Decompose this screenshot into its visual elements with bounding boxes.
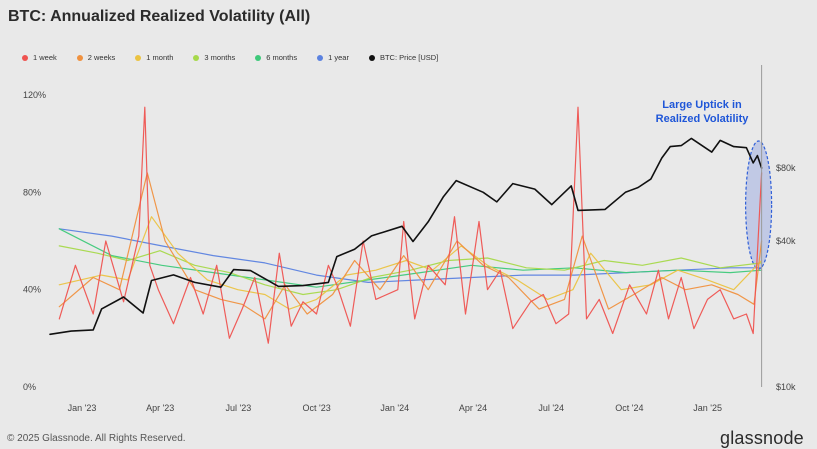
x-tick: Oct '23 [302, 403, 330, 413]
y-right-tick: $80k [776, 163, 796, 173]
legend-item-3[interactable]: 3 months [193, 53, 235, 62]
x-tick: Jul '23 [226, 403, 252, 413]
x-tick: Apr '23 [146, 403, 174, 413]
legend-item-2[interactable]: 1 month [135, 53, 173, 62]
x-tick: Apr '24 [459, 403, 487, 413]
legend-swatch [255, 54, 262, 61]
y-left-tick: 120% [23, 90, 46, 100]
legend-label: BTC: Price [USD] [379, 53, 439, 62]
legend-swatch [135, 54, 142, 61]
x-tick: Jan '25 [693, 403, 722, 413]
chart-title: BTC: Annualized Realized Volatility (All… [8, 8, 311, 25]
series-line-2 [58, 216, 763, 310]
legend-item-1[interactable]: 2 weeks [76, 53, 116, 62]
x-tick: Oct '24 [615, 403, 643, 413]
legend-swatch [317, 54, 324, 61]
y-left-tick: 40% [23, 285, 41, 295]
x-tick: Jan '24 [380, 403, 409, 413]
legend-item-0[interactable]: 1 week [22, 53, 57, 62]
x-tick: Jan '23 [68, 403, 97, 413]
legend-label: 1 year [328, 53, 349, 62]
legend-swatch [368, 54, 375, 61]
series-line-4 [58, 228, 763, 288]
legend-label: 6 months [266, 53, 298, 62]
legend-item-5[interactable]: 1 year [317, 53, 349, 62]
series-line-0 [58, 106, 763, 344]
annotation-text: Large Uptick in [662, 99, 742, 111]
x-tick: Jul '24 [538, 403, 564, 413]
copyright-text: © 2025 Glassnode. All Rights Reserved. [7, 433, 186, 444]
chart-legend: 1 week 2 weeks 1 month 3 months 6 months 1 ye… [22, 53, 458, 62]
y-left-tick: 80% [23, 187, 41, 197]
glassnode-logo: glassnode [720, 428, 804, 448]
y-left-tick: 0% [23, 382, 36, 392]
annotation-text: Realized Volatility [656, 113, 750, 125]
series-line-1 [58, 172, 763, 320]
y-right-tick: $40k [776, 236, 796, 246]
series-line-6 [49, 137, 763, 336]
series-line-3 [58, 245, 763, 296]
legend-swatch [76, 54, 83, 61]
legend-swatch [193, 54, 200, 61]
legend-swatch [22, 54, 28, 61]
legend-label: 1 month [146, 53, 174, 62]
legend-item-4[interactable]: 6 months [255, 53, 297, 62]
legend-label: 2 weeks [87, 53, 116, 62]
y-right-tick: $10k [776, 382, 796, 392]
legend-label: 3 months [204, 53, 236, 62]
legend-item-6[interactable]: BTC: Price [USD] [368, 53, 439, 62]
legend-label: 1 week [33, 53, 57, 62]
